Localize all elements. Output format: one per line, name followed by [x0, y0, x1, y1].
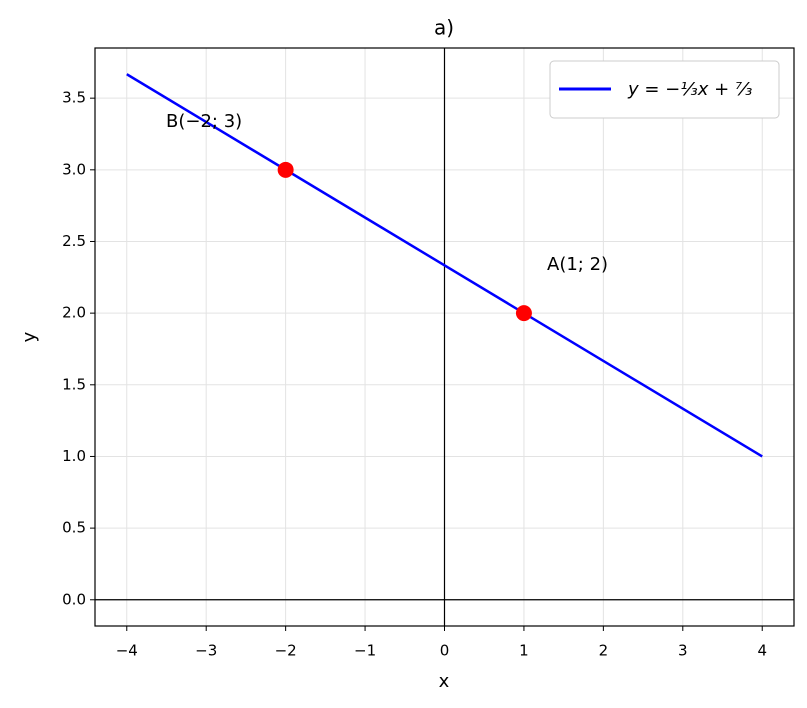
x-tick-label: 4: [757, 642, 767, 660]
point: [515, 305, 532, 322]
point: [277, 161, 294, 178]
line: [126, 73, 763, 458]
y-tick-label: 0.5: [62, 519, 86, 537]
x-tick-label: −1: [354, 642, 376, 660]
y-axis-label: y: [19, 331, 40, 342]
x-tick-label: 0: [440, 642, 450, 660]
x-tick-label: −2: [275, 642, 297, 660]
legend-label: y = −¹⁄₃x + ⁷⁄₃: [627, 79, 752, 100]
chart-title: a): [434, 16, 454, 40]
x-axis-label: x: [439, 671, 450, 692]
legend: y = −¹⁄₃x + ⁷⁄₃: [549, 60, 780, 119]
y-tick-label: 3.0: [62, 160, 86, 178]
x-tick-label: 2: [599, 642, 609, 660]
annotation: B(−2; 3): [166, 111, 242, 132]
y-tick-label: 1.5: [62, 375, 86, 393]
y-tick-label: 0.0: [62, 590, 86, 608]
legend-box: [549, 60, 780, 119]
x-tick-label: 3: [678, 642, 688, 660]
x-tick-label: 1: [519, 642, 529, 660]
y-tick-label: 2.0: [62, 304, 86, 322]
x-tick-label: −4: [116, 642, 138, 660]
y-tick-label: 1.0: [62, 447, 86, 465]
plot-frame: [94, 47, 795, 627]
annotation: A(1; 2): [547, 254, 608, 275]
x-tick-label: −3: [195, 642, 217, 660]
y-tick-label: 3.5: [62, 89, 86, 107]
y-tick-label: 2.5: [62, 232, 86, 250]
